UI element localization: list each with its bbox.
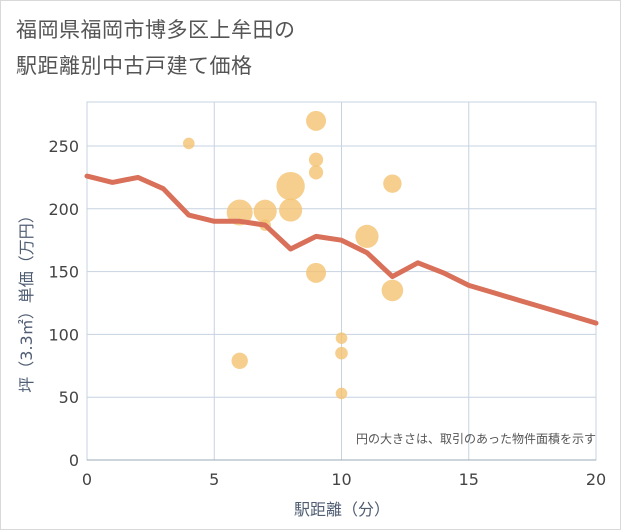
- chart-title-line2: 駅距離別中古戸建て価格: [16, 54, 253, 78]
- x-tick-label: 10: [331, 470, 351, 489]
- y-tick-label: 100: [48, 325, 79, 344]
- bubble-point: [231, 352, 248, 369]
- average-price-line: [84, 173, 599, 326]
- y-tick-label: 50: [59, 388, 79, 407]
- bubble-point: [381, 279, 404, 302]
- y-tick-label: 200: [48, 200, 79, 219]
- bubble-point: [335, 332, 348, 344]
- x-tick-label: 20: [586, 470, 606, 489]
- bubble-point: [253, 199, 277, 223]
- bubble-point: [355, 224, 379, 249]
- bubble-layer: [183, 110, 404, 400]
- chart-title: 福岡県福岡市博多区上牟田の 駅距離別中古戸建て価格: [16, 12, 576, 84]
- y-tick-label: 150: [48, 263, 79, 282]
- x-tick-label: 5: [209, 470, 219, 489]
- x-axis-label: 駅距離（分）: [294, 500, 390, 519]
- bubble-point: [306, 262, 327, 283]
- bubble-point: [276, 171, 305, 201]
- bubble-point: [308, 152, 324, 167]
- line-layer: [84, 173, 599, 326]
- bubble-point: [383, 174, 402, 193]
- bubble-point: [183, 137, 195, 150]
- bubble-point: [335, 346, 348, 360]
- x-tick-label: 15: [459, 470, 479, 489]
- chart-title-line1: 福岡県福岡市博多区上牟田の: [16, 18, 296, 42]
- chart-note: 円の大きさは、取引のあった物件面積を示す: [356, 431, 596, 446]
- bubble-point: [279, 198, 303, 222]
- y-tick-label: 250: [48, 137, 79, 156]
- x-tick-label: 0: [82, 470, 92, 489]
- bubble-point: [335, 387, 348, 400]
- bubble-point: [306, 110, 327, 131]
- y-axis-label: 坪（3.3㎡）単価（万円）: [17, 207, 36, 392]
- bubble-point: [308, 165, 324, 180]
- y-tick-label: 0: [69, 451, 79, 470]
